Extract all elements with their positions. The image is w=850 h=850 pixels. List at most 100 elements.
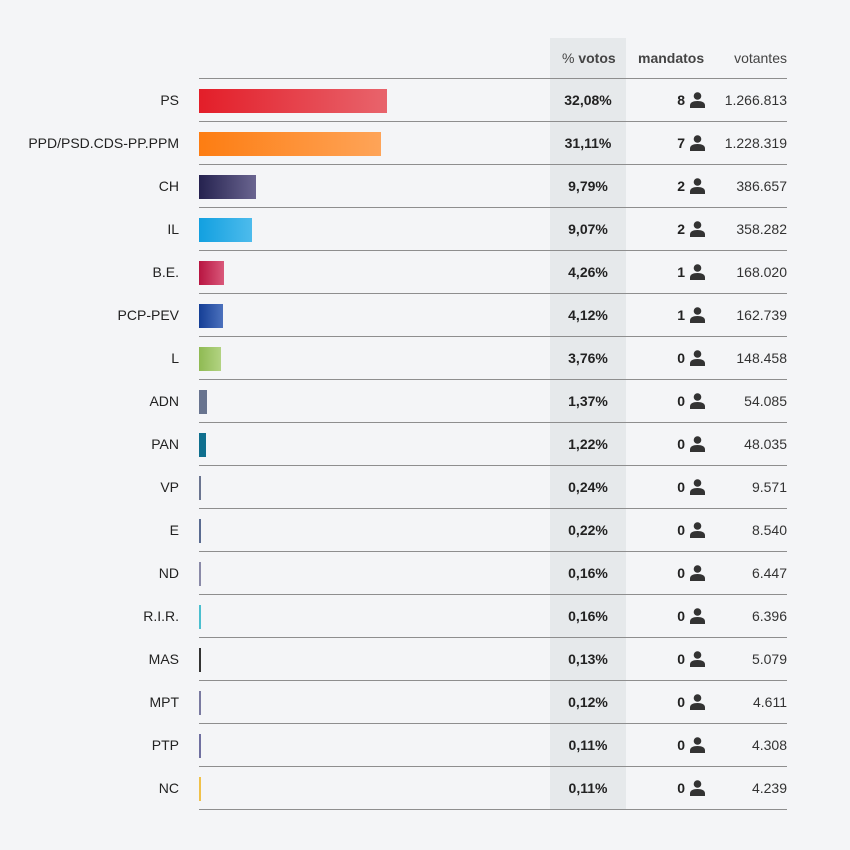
party-name: PCP-PEV: [117, 307, 179, 323]
seats-value: 2: [677, 221, 685, 237]
pct-value: 0,13%: [568, 651, 608, 667]
votes-value: 386.657: [736, 178, 787, 194]
party-name: B.E.: [152, 264, 179, 280]
party-name: VP: [160, 479, 179, 495]
pct-value: 1,22%: [568, 436, 608, 452]
person-icon: [690, 178, 705, 194]
votes-value: 6.447: [751, 565, 787, 581]
party-name: ADN: [149, 393, 179, 409]
pct-value: 4,12%: [568, 307, 608, 323]
seats-value: 0: [677, 608, 685, 624]
votes-value: 168.020: [736, 264, 787, 280]
bar: [199, 218, 253, 242]
bar: [199, 519, 201, 543]
votes-value: 1.266.813: [724, 92, 787, 108]
bar: [199, 175, 257, 199]
pct-value: 0,12%: [568, 694, 608, 710]
votes-value: 54.085: [744, 393, 787, 409]
pct-value: 4,26%: [568, 264, 608, 280]
party-name: PTP: [151, 737, 179, 753]
votes-value: 8.540: [751, 522, 787, 538]
votes-value: 6.396: [751, 608, 787, 624]
table-row: MAS 0,13% 0 5.079: [0, 638, 850, 681]
person-icon: [690, 651, 705, 667]
person-icon: [690, 522, 705, 538]
table-row: PS 32,08% 8 1.266.813: [0, 79, 850, 122]
bar: [199, 562, 201, 586]
pct-value: 31,11%: [564, 135, 612, 151]
pct-value: 0,11%: [568, 780, 608, 796]
bar: [199, 433, 207, 457]
pct-value: 32,08%: [564, 92, 612, 108]
divider: [199, 121, 787, 122]
divider: [199, 594, 787, 595]
header-seats: mandatos: [638, 50, 705, 66]
bar: [199, 304, 224, 328]
pct-value: 9,07%: [568, 221, 608, 237]
person-icon: [690, 92, 705, 108]
table-row: B.E. 4,26% 1 168.020: [0, 251, 850, 294]
seats-value: 0: [677, 479, 685, 495]
party-name: PPD/PSD.CDS-PP.PPM: [28, 135, 179, 151]
divider: [199, 551, 787, 552]
votes-value: 162.739: [736, 307, 787, 323]
table-row: L 3,76% 0 148.458: [0, 337, 850, 380]
divider: [199, 766, 787, 767]
table-row: R.I.R. 0,16% 0 6.396: [0, 595, 850, 638]
person-icon: [690, 780, 705, 796]
pct-column-bg: [550, 38, 626, 810]
pct-value: 0,16%: [568, 565, 608, 581]
seats-value: 2: [677, 178, 685, 194]
header-pct: % votos: [562, 50, 616, 66]
bar: [199, 132, 382, 156]
table-row: CH 9,79% 2 386.657: [0, 165, 850, 208]
party-name: NC: [158, 780, 179, 796]
person-icon: [690, 221, 705, 237]
divider: [199, 78, 787, 79]
divider: [199, 465, 787, 466]
votes-value: 48.035: [744, 436, 787, 452]
bar: [199, 476, 201, 500]
party-name: PAN: [151, 436, 179, 452]
pct-value: 3,76%: [568, 350, 608, 366]
person-icon: [690, 608, 705, 624]
votes-value: 148.458: [736, 350, 787, 366]
seats-value: 0: [677, 522, 685, 538]
header-pct-label: votos: [578, 50, 616, 66]
divider: [199, 508, 787, 509]
party-name: ND: [158, 565, 179, 581]
table-row: PCP-PEV 4,12% 1 162.739: [0, 294, 850, 337]
bar: [199, 89, 387, 113]
divider: [199, 207, 787, 208]
seats-value: 7: [677, 135, 685, 151]
person-icon: [690, 565, 705, 581]
person-icon: [690, 436, 705, 452]
divider: [199, 164, 787, 165]
table-row: ADN 1,37% 0 54.085: [0, 380, 850, 423]
pct-value: 0,24%: [568, 479, 608, 495]
seats-value: 0: [677, 780, 685, 796]
seats-value: 8: [677, 92, 685, 108]
votes-value: 1.228.319: [724, 135, 787, 151]
party-name: MAS: [148, 651, 179, 667]
party-name: IL: [167, 221, 179, 237]
bar: [199, 691, 201, 715]
bar: [199, 347, 222, 371]
party-name: E: [169, 522, 179, 538]
votes-value: 4.308: [751, 737, 787, 753]
person-icon: [690, 479, 705, 495]
bar: [199, 777, 201, 801]
party-name: L: [171, 350, 179, 366]
divider: [199, 809, 787, 810]
bar: [199, 648, 201, 672]
table-row: PTP 0,11% 0 4.308: [0, 724, 850, 767]
pct-value: 0,22%: [568, 522, 608, 538]
divider: [199, 293, 787, 294]
party-name: PS: [160, 92, 179, 108]
votes-value: 5.079: [751, 651, 787, 667]
seats-value: 0: [677, 436, 685, 452]
table-row: NC 0,11% 0 4.239: [0, 767, 850, 810]
pct-value: 1,37%: [568, 393, 608, 409]
table-row: MPT 0,12% 0 4.611: [0, 681, 850, 724]
